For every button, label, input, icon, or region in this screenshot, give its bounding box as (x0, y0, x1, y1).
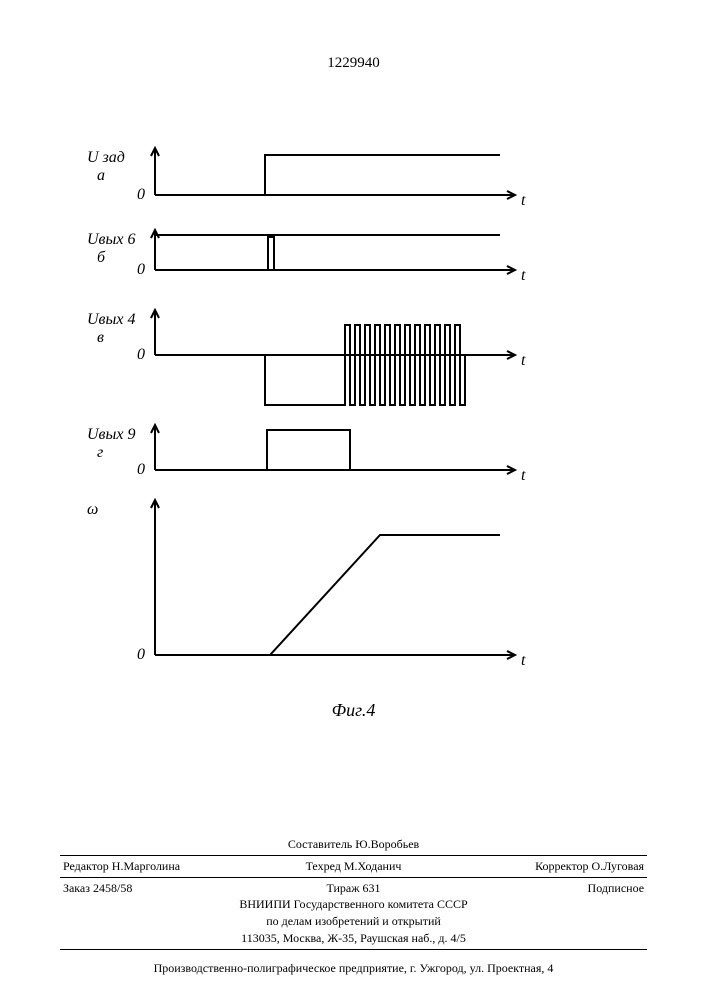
svg-text:t: t (521, 192, 526, 209)
address-line: 113035, Москва, Ж-35, Раушская наб., д. … (60, 930, 647, 947)
svg-text:0: 0 (137, 461, 145, 478)
svg-text:t: t (521, 267, 526, 284)
org-line-1: ВНИИПИ Государственного комитета СССР (60, 896, 647, 913)
svg-text:t: t (521, 467, 526, 484)
footer-block: Составитель Ю.Воробьев Редактор Н.Маргол… (60, 832, 647, 977)
svg-text:0: 0 (137, 646, 145, 663)
svg-text:а: а (97, 167, 105, 184)
svg-text:Uвых 6: Uвых 6 (87, 231, 135, 248)
svg-text:в: в (97, 329, 104, 346)
corrector-line: Корректор О.Луговая (450, 858, 644, 875)
timing-diagram-figure: U зада 0 t Uвых 6б 0 t Uвых 4в 0 t Uвых 9г 0 t ω 0 t (85, 130, 625, 700)
tirage-line: Тираж 631 (257, 880, 451, 897)
printer-line: Производственно-полиграфическое предприя… (60, 950, 647, 977)
order-line: Заказ 2458/58 (63, 880, 257, 897)
svg-text:t: t (521, 352, 526, 369)
svg-text:б: б (97, 249, 106, 266)
figure-caption: Фиг.4 (332, 700, 376, 721)
svg-text:0: 0 (137, 346, 145, 363)
org-line-2: по делам изобретений и открытий (60, 913, 647, 930)
svg-text:Uвых 9: Uвых 9 (87, 426, 135, 443)
techred-line: Техред М.Ходанич (257, 858, 451, 875)
svg-text:г: г (97, 444, 103, 461)
compiler-line: Составитель Ю.Воробьев (60, 836, 647, 853)
svg-text:ω: ω (87, 501, 98, 518)
editor-line: Редактор Н.Марголина (63, 858, 257, 875)
svg-text:Uвых 4: Uвых 4 (87, 311, 135, 328)
svg-text:0: 0 (137, 186, 145, 203)
svg-text:0: 0 (137, 261, 145, 278)
subscription-line: Подписное (450, 880, 644, 897)
svg-text:t: t (521, 652, 526, 669)
svg-text:U зад: U зад (87, 149, 125, 166)
page-number: 1229940 (327, 55, 380, 72)
